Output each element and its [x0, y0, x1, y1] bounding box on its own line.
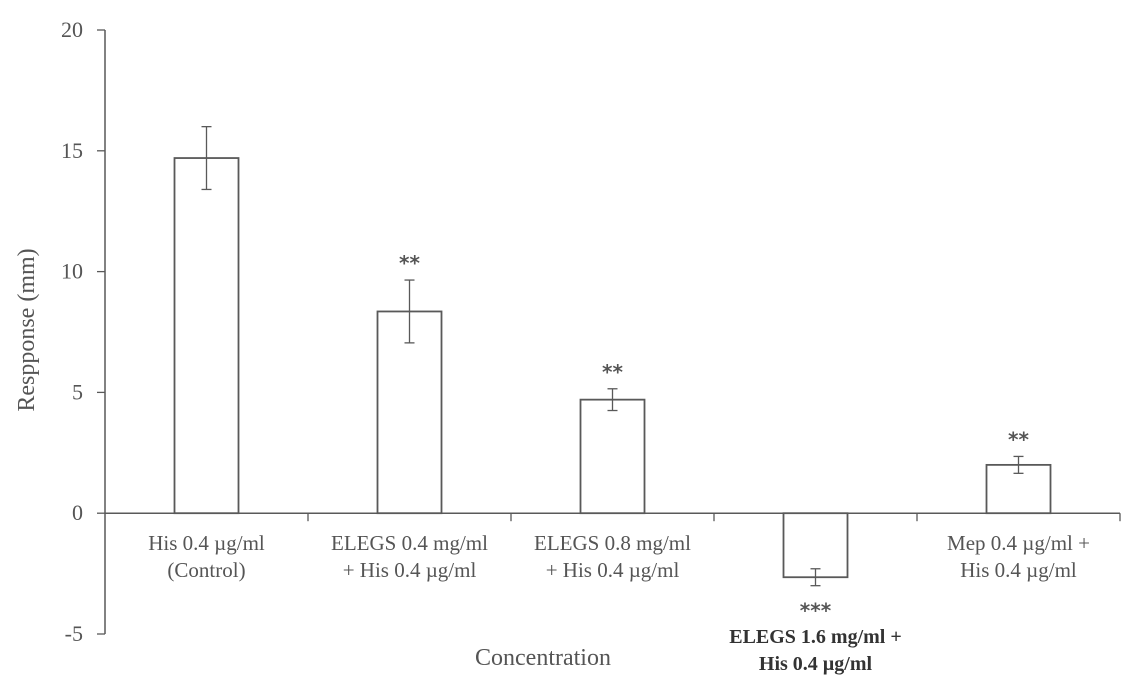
bars: ********* — [173, 125, 1052, 623]
bar — [173, 157, 240, 515]
significance-label: *** — [800, 599, 832, 623]
category-label: + His 0.4 µg/ml — [343, 558, 477, 582]
y-tick-label: -5 — [65, 621, 83, 646]
y-tick-label: 10 — [61, 259, 83, 284]
bar — [782, 512, 849, 579]
category-label: ELEGS 0.4 mg/ml — [331, 531, 488, 555]
y-axis-title: Respponse (mm) — [14, 248, 40, 411]
y-axis: -5 0 5 10 15 20 — [61, 17, 106, 646]
category-label: His 0.4 µg/ml — [960, 558, 1077, 582]
x-axis-title: Concentration — [475, 645, 611, 671]
bar — [376, 310, 443, 515]
bar — [579, 398, 646, 515]
category-label: Mep 0.4 µg/ml + — [947, 531, 1090, 555]
y-tick-label: 0 — [72, 500, 83, 525]
y-tick-label: 5 — [72, 379, 83, 404]
category-label: + His 0.4 µg/ml — [546, 558, 680, 582]
x-axis — [105, 512, 1121, 522]
category-label: His 0.4 µg/ml — [148, 531, 265, 555]
y-tick-label: 15 — [61, 138, 83, 163]
significance-label: ** — [1008, 427, 1029, 451]
category-label: ELEGS 0.8 mg/ml — [534, 531, 691, 555]
category-label: ELEGS 1.6 mg/ml + — [729, 626, 902, 648]
significance-label: ** — [399, 251, 420, 275]
category-label: (Control) — [167, 558, 245, 582]
category-label: His 0.4 µg/ml — [759, 653, 873, 675]
y-tick-label: 20 — [61, 17, 83, 42]
significance-label: ** — [602, 360, 623, 384]
category-labels: His 0.4 µg/ml (Control) ELEGS 0.4 mg/ml + H… — [148, 531, 1090, 675]
